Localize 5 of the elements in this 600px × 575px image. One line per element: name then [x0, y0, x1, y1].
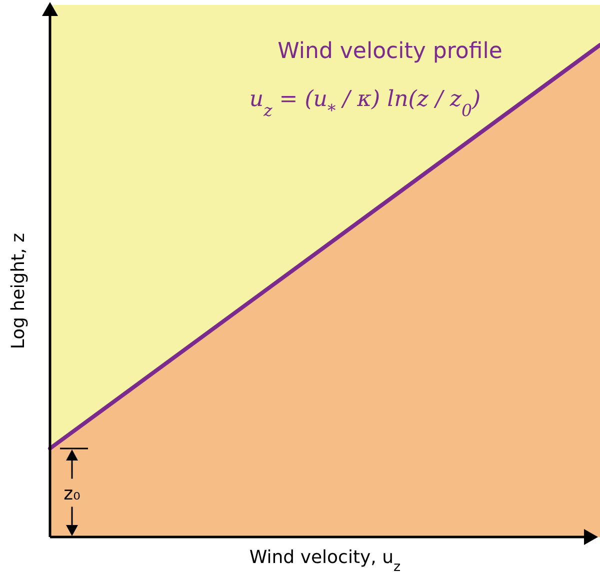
x-axis-title: Wind velocity, u$_{z}$ [249, 547, 401, 575]
annotation: u$_{z}$ = (u$_{*}$ / κ) ln(z / z$_{0}$) [249, 87, 481, 120]
y-axis-title: Log height, z [8, 232, 29, 350]
annotation: z₀ [64, 484, 80, 505]
chart-title: Wind velocity profile [278, 39, 502, 64]
